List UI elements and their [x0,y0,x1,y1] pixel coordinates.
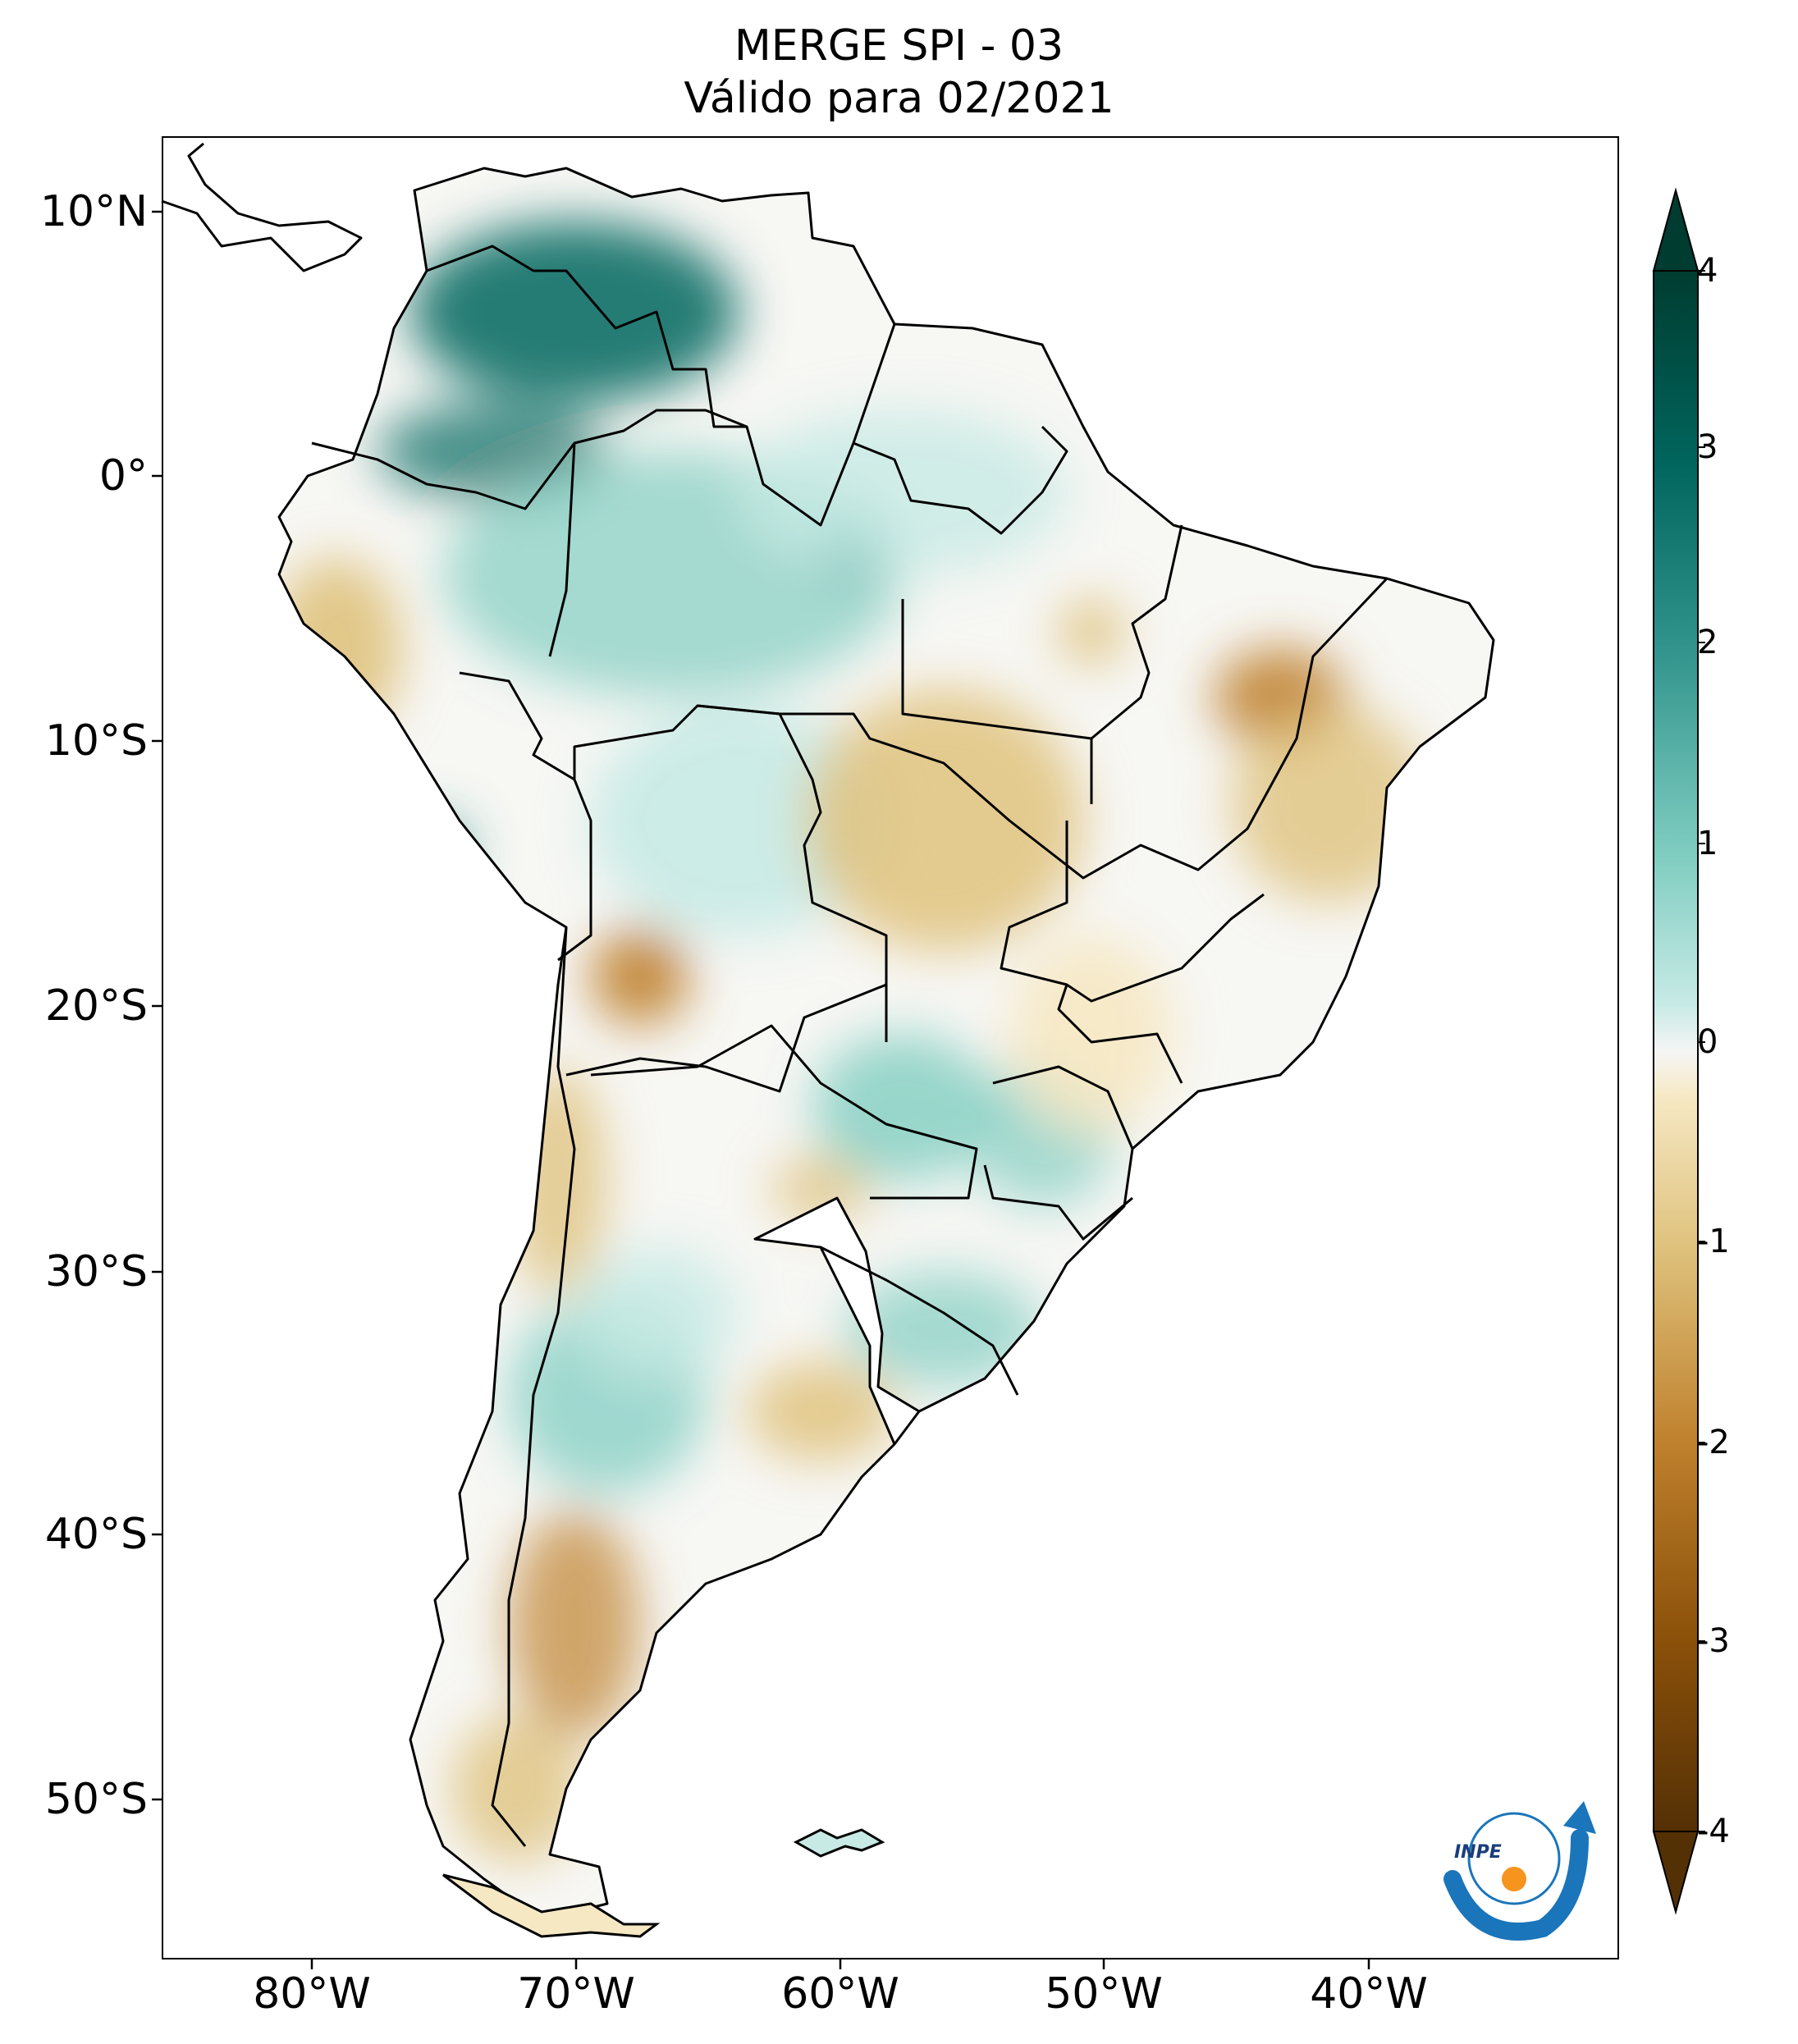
inpe-logo-icon [1443,1801,1596,1941]
map-title: MERGE SPI - 03 [734,21,1064,71]
colorbar-tick-label: 2 [1697,624,1718,661]
colorbar-tick-label: -1 [1697,1223,1730,1260]
colorbar-tick-label: 4 [1697,252,1718,290]
lat-tick-label: 10°N [39,187,148,236]
colorbar-tick-label: 1 [1697,825,1718,862]
colorbar-tick-label: -4 [1697,1813,1730,1850]
colorbar-tick-label: -3 [1697,1622,1730,1660]
colorbar [1652,187,1705,1915]
lat-tick-label: 0° [98,451,148,501]
axis-ticks [152,210,1370,1969]
colorbar-extend-max [1652,187,1700,272]
lon-tick-label: 60°W [781,1969,899,2019]
lon-tick-label: 50°W [1045,1969,1163,2019]
lon-tick-label: 40°W [1310,1969,1428,2019]
country-borders [161,142,1495,1922]
lat-tick-label: 10°S [44,716,148,766]
colorbar-tick-label: -2 [1697,1424,1730,1461]
lat-tick-label: 30°S [44,1247,148,1296]
lat-tick-label: 40°S [44,1510,148,1559]
lon-tick-label: 70°W [517,1969,635,2019]
lat-tick-label: 20°S [44,981,148,1031]
tierra-del-fuego [442,1873,661,1938]
lon-tick-label: 80°W [253,1969,371,2019]
colorbar-tick-label: 0 [1697,1023,1718,1061]
colorbar-tick-label: 3 [1697,428,1718,466]
inpe-logo-text: INPE [1454,1842,1502,1863]
colorbar-extend-min [1652,1831,1700,1915]
continent-land [279,168,1494,1920]
falkland-islands [793,1828,885,1858]
lat-tick-label: 50°S [44,1775,148,1824]
colorbar-scale [1653,270,1699,1832]
map-subtitle: Válido para 02/2021 [684,74,1114,123]
map-frame [162,136,1619,1959]
